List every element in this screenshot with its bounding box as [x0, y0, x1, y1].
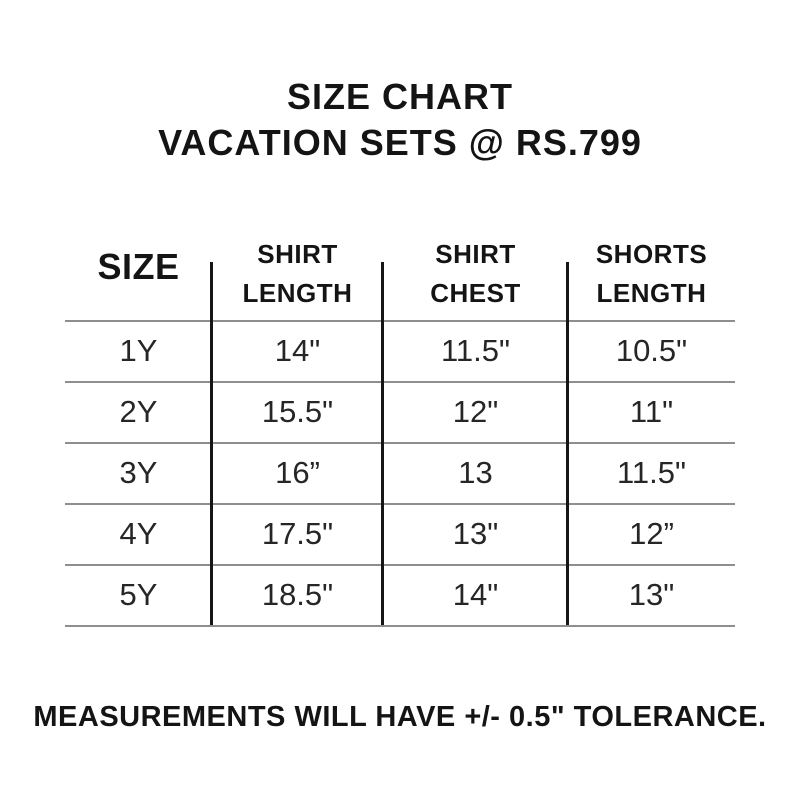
- column-header-shorts-length: SHORTS LENGTH: [568, 235, 735, 320]
- table-cell-shirt-length: 18.5": [261, 576, 334, 612]
- column-header-line: SHORTS: [595, 238, 708, 269]
- table-cell-shorts-length: 13": [628, 576, 675, 612]
- page-subtitle: VACATION SETS @ RS.799: [158, 122, 642, 163]
- table-cell-size: 3Y: [119, 454, 158, 490]
- column-divider: [210, 262, 213, 625]
- column-header-shirt-chest: SHIRT CHEST: [383, 235, 568, 320]
- table-cell-shirt-length: 16”: [275, 454, 320, 490]
- column-header-line: CHEST: [430, 277, 521, 308]
- column-header-line: LENGTH: [242, 277, 353, 308]
- table-cell-shorts-length: 11": [629, 393, 674, 429]
- table-cell-shirt-length: 17.5": [261, 515, 334, 551]
- table-cell-size: 1Y: [119, 332, 158, 368]
- page-title: SIZE CHART: [287, 76, 513, 117]
- column-header-shirt-length: SHIRT LENGTH: [212, 235, 383, 320]
- row-divider: [65, 503, 735, 505]
- table-cell-shirt-chest: 13: [458, 454, 493, 490]
- table-cell-size: 4Y: [119, 515, 158, 551]
- table-cell-shirt-chest: 14": [452, 576, 499, 612]
- column-divider: [566, 262, 569, 625]
- column-divider: [381, 262, 384, 625]
- table-cell-shorts-length: 12”: [629, 515, 674, 551]
- row-divider: [65, 625, 735, 627]
- table-cell-shirt-length: 14": [274, 332, 321, 368]
- tolerance-note: MEASUREMENTS WILL HAVE +/- 0.5" TOLERANC…: [33, 701, 767, 733]
- table-cell-shirt-length: 15.5": [261, 393, 334, 429]
- row-divider: [65, 442, 735, 444]
- table-cell-size: 2Y: [119, 393, 158, 429]
- table-cell-shirt-chest: 13": [452, 515, 499, 551]
- table-cell-shorts-length: 11.5": [616, 454, 687, 490]
- column-header-size: SIZE: [97, 245, 180, 287]
- row-divider: [65, 320, 735, 322]
- row-divider: [65, 381, 735, 383]
- table-cell-shirt-chest: 12": [452, 393, 499, 429]
- table-cell-shorts-length: 10.5": [615, 332, 688, 368]
- row-divider: [65, 564, 735, 566]
- table-cell-size: 5Y: [119, 576, 158, 612]
- column-header-line: LENGTH: [596, 277, 707, 308]
- column-header-line: SHIRT: [257, 238, 338, 269]
- size-table: SIZE SHIRT LENGTH SHIRT CHEST SHORTS LEN…: [65, 235, 735, 627]
- table-cell-shirt-chest: 11.5": [440, 332, 511, 368]
- column-header-line: SHIRT: [435, 238, 516, 269]
